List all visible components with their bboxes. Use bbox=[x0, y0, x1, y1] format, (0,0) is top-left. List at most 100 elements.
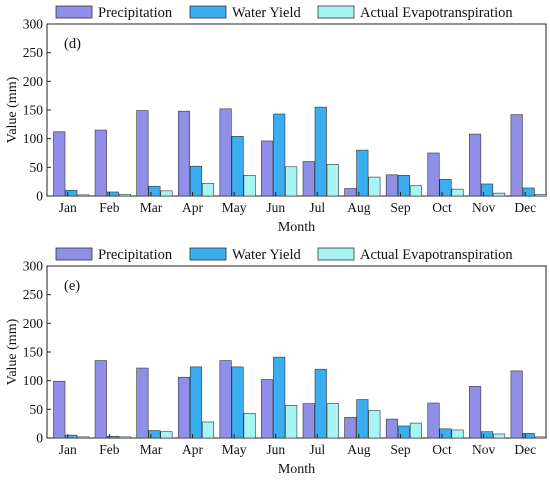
bar-actual-evapotranspiration bbox=[285, 405, 298, 439]
bar-water-yield bbox=[481, 431, 494, 439]
bar-precipitation bbox=[136, 367, 149, 439]
legend-swatch bbox=[189, 247, 227, 261]
y-axis: 0 50 100 150 200 250 300 bbox=[23, 259, 51, 446]
x-axis: Jan Feb Mar Apr May Jun Jul Aug Sep Oct Nov Dec bbox=[59, 434, 536, 457]
bar-water-yield bbox=[148, 430, 161, 439]
bar-actual-evapotranspiration bbox=[201, 183, 215, 197]
bar-precipitation bbox=[302, 161, 315, 197]
y-tick-label: 300 bbox=[23, 17, 44, 32]
legend-label: Water Yield bbox=[232, 5, 302, 21]
bar-actual-evapotranspiration bbox=[368, 410, 381, 439]
x-tick-label: Aug bbox=[347, 200, 370, 215]
bar-water-yield bbox=[522, 433, 535, 439]
y-tick-label: 100 bbox=[23, 373, 44, 388]
bar-water-yield bbox=[273, 113, 286, 197]
legend-item: Precipitation bbox=[55, 5, 173, 21]
bar-water-yield bbox=[397, 175, 410, 197]
legend-item: Water Yield bbox=[189, 5, 302, 21]
legend-label: Water Yield bbox=[232, 247, 302, 263]
bar-water-yield bbox=[481, 183, 494, 197]
legend-item: Water Yield bbox=[189, 247, 302, 263]
x-axis-label: Month bbox=[278, 220, 315, 235]
bar-actual-evapotranspiration bbox=[77, 436, 90, 439]
y-tick-label: 300 bbox=[23, 259, 44, 274]
bar-water-yield bbox=[106, 435, 119, 439]
y-axis-label: Value (mm) bbox=[5, 318, 20, 385]
x-tick-label: Jun bbox=[266, 442, 285, 457]
bar-water-yield bbox=[356, 399, 369, 439]
y-tick-label: 50 bbox=[30, 160, 44, 175]
bars bbox=[53, 356, 547, 439]
y-tick-label: 250 bbox=[23, 45, 44, 60]
bar-precipitation bbox=[219, 360, 232, 439]
bar-actual-evapotranspiration bbox=[118, 436, 131, 439]
bar-actual-evapotranspiration bbox=[451, 429, 464, 439]
bar-actual-evapotranspiration bbox=[243, 175, 256, 197]
bar-water-yield bbox=[356, 149, 369, 197]
x-tick-label: May bbox=[222, 442, 247, 457]
legend-label: Precipitation bbox=[98, 5, 173, 21]
bar-precipitation bbox=[427, 402, 440, 439]
x-tick-label: Dec bbox=[514, 200, 536, 215]
bar-precipitation bbox=[385, 174, 398, 197]
legend-label: Actual Evapotranspiration bbox=[360, 5, 513, 21]
bar-actual-evapotranspiration bbox=[493, 433, 506, 439]
bar-actual-evapotranspiration bbox=[160, 190, 173, 197]
y-tick-label: 250 bbox=[23, 287, 44, 302]
x-tick-label: Sep bbox=[390, 442, 411, 457]
bars bbox=[53, 106, 547, 197]
x-tick-label: Feb bbox=[99, 200, 120, 215]
bar-actual-evapotranspiration bbox=[493, 192, 506, 197]
bar-water-yield bbox=[189, 165, 203, 197]
x-tick-label: Jul bbox=[309, 442, 325, 457]
x-tick-label: Jan bbox=[59, 200, 77, 215]
x-axis: Jan Feb Mar Apr May Jun Jul Aug Sep Oct Nov Dec bbox=[59, 192, 536, 215]
bar-precipitation bbox=[427, 152, 440, 197]
y-tick-label: 100 bbox=[23, 131, 44, 146]
bar-actual-evapotranspiration bbox=[368, 176, 381, 197]
legend-label: Actual Evapotranspiration bbox=[360, 247, 513, 263]
bar-precipitation bbox=[94, 129, 107, 197]
y-tick-label: 50 bbox=[30, 402, 44, 417]
bar-precipitation bbox=[302, 403, 315, 439]
legend-swatch bbox=[317, 247, 355, 261]
x-tick-label: May bbox=[222, 200, 247, 215]
x-tick-label: Mar bbox=[140, 442, 163, 457]
bar-water-yield bbox=[65, 434, 78, 439]
bar-water-yield bbox=[106, 191, 119, 197]
bar-water-yield bbox=[273, 356, 286, 439]
bar-actual-evapotranspiration bbox=[118, 193, 131, 197]
bar-precipitation bbox=[469, 386, 482, 439]
bar-actual-evapotranspiration bbox=[534, 436, 547, 439]
bar-water-yield bbox=[397, 425, 410, 439]
bar-actual-evapotranspiration bbox=[77, 194, 90, 197]
y-axis: 0 50 100 150 200 250 300 bbox=[23, 17, 51, 204]
x-tick-label: Feb bbox=[99, 442, 120, 457]
bar-water-yield bbox=[314, 368, 327, 439]
x-tick-label: Apr bbox=[182, 200, 203, 215]
legend: Precipitation Water Yield Actual Evapotran… bbox=[55, 247, 513, 263]
bar-actual-evapotranspiration bbox=[409, 422, 422, 439]
bar-precipitation bbox=[385, 418, 398, 439]
bar-precipitation bbox=[94, 360, 107, 439]
x-tick-label: Oct bbox=[432, 442, 452, 457]
bar-precipitation bbox=[344, 417, 357, 439]
bar-water-yield bbox=[65, 189, 78, 197]
x-tick-label: Apr bbox=[182, 442, 203, 457]
bar-precipitation bbox=[219, 108, 232, 197]
x-tick-label: Aug bbox=[347, 442, 370, 457]
x-tick-label: Mar bbox=[140, 200, 163, 215]
bar-precipitation bbox=[177, 110, 191, 197]
y-tick-label: 150 bbox=[23, 345, 44, 360]
bar-actual-evapotranspiration bbox=[326, 403, 339, 439]
bar-precipitation bbox=[136, 110, 149, 197]
x-tick-label: Nov bbox=[472, 200, 495, 215]
bar-actual-evapotranspiration bbox=[160, 431, 173, 439]
y-axis-label: Value (mm) bbox=[5, 76, 20, 143]
x-tick-label: Oct bbox=[432, 200, 452, 215]
bar-precipitation bbox=[261, 140, 274, 197]
x-tick-label: Sep bbox=[390, 200, 411, 215]
legend-swatch bbox=[189, 5, 227, 19]
bar-water-yield bbox=[231, 366, 244, 439]
bar-precipitation bbox=[469, 133, 482, 197]
